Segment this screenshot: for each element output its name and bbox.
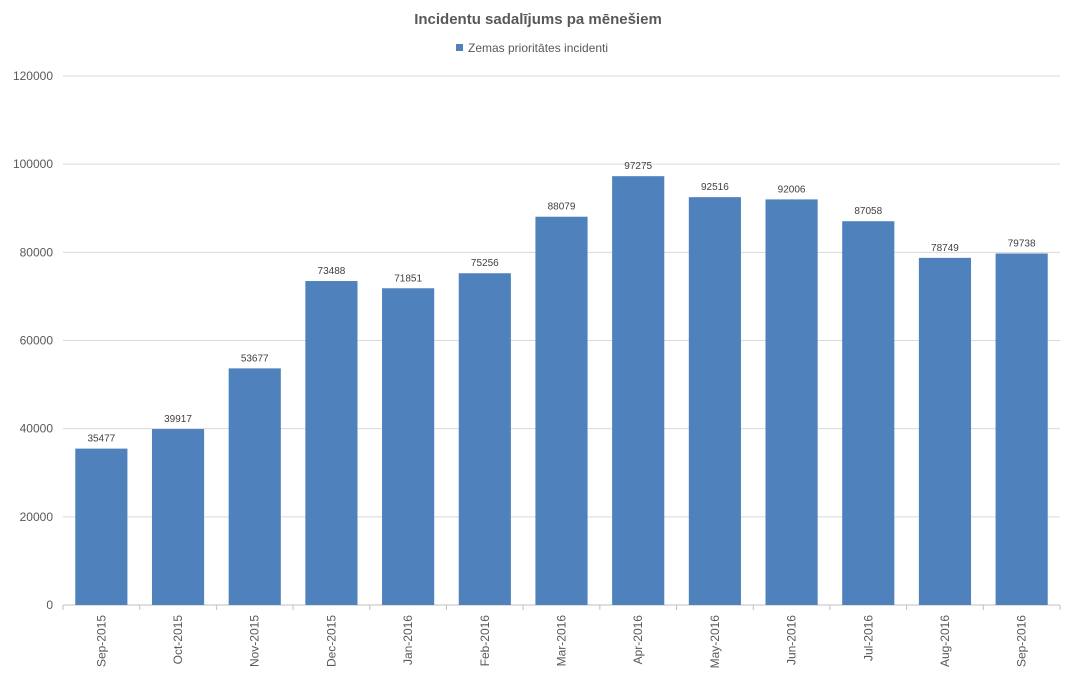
y-axis-ticks: 0 20000 40000 60000 80000 100000 120000	[13, 69, 53, 612]
x-tick-label: Feb-2016	[478, 615, 492, 667]
legend: Zemas prioritātes incidenti	[456, 41, 608, 55]
x-tick-label: Jul-2016	[861, 615, 875, 661]
bar	[995, 253, 1048, 605]
data-label: 39917	[164, 414, 192, 425]
y-tick-label: 120000	[13, 69, 53, 83]
data-label: 71851	[394, 273, 422, 284]
bar	[151, 429, 205, 605]
data-label: 79738	[1008, 238, 1036, 249]
data-label: 97275	[624, 161, 652, 172]
data-label: 87058	[854, 206, 882, 217]
y-tick-label: 20000	[20, 510, 54, 524]
bar	[688, 197, 741, 605]
data-label: 78749	[931, 243, 959, 254]
bars	[75, 176, 1048, 606]
y-tick-label: 40000	[20, 422, 54, 436]
x-tick-label: Nov-2015	[248, 615, 262, 667]
bar	[75, 448, 128, 605]
bar	[535, 216, 588, 605]
x-tick-label: May-2016	[708, 615, 722, 669]
x-tick-label: Dec-2015	[324, 615, 338, 667]
data-label: 92006	[778, 184, 806, 195]
legend-label: Zemas prioritātes incidenti	[468, 41, 608, 55]
data-label: 35477	[87, 434, 115, 445]
bar	[842, 221, 895, 606]
y-tick-label: 60000	[20, 334, 54, 348]
x-tick-label: Jun-2016	[785, 615, 799, 665]
y-tick-label: 0	[46, 598, 53, 612]
data-label: 75256	[471, 258, 499, 269]
y-tick-label: 100000	[13, 157, 53, 171]
x-tick-label: Jan-2016	[401, 615, 415, 665]
x-tick-label: Oct-2015	[171, 615, 185, 665]
data-labels: 35477 39917 53677 73488 71851 75256 88079 97275…	[87, 161, 1036, 444]
x-tick-label: Apr-2016	[631, 615, 645, 665]
bar	[228, 368, 281, 605]
data-label: 53677	[241, 353, 269, 364]
bar	[918, 257, 972, 605]
bar	[458, 273, 511, 605]
data-label: 92516	[701, 182, 729, 193]
x-tick-label: Mar-2016	[555, 615, 569, 667]
bar	[612, 176, 665, 605]
data-label: 73488	[318, 266, 346, 277]
chart-title: Incidentu sadalījums pa mēnešiem	[414, 11, 662, 28]
y-tick-label: 80000	[20, 245, 54, 259]
x-tick-label: Aug-2016	[938, 615, 952, 667]
legend-swatch	[456, 44, 463, 51]
bar	[382, 288, 435, 605]
data-label: 88079	[548, 202, 576, 213]
bar	[765, 199, 818, 605]
bar	[305, 281, 358, 605]
x-tick-label: Sep-2015	[94, 615, 108, 667]
x-tick-label: Sep-2016	[1015, 615, 1029, 667]
x-axis-ticks: Sep-2015 Oct-2015 Nov-2015 Dec-2015 Jan-2016…	[62, 605, 1061, 669]
